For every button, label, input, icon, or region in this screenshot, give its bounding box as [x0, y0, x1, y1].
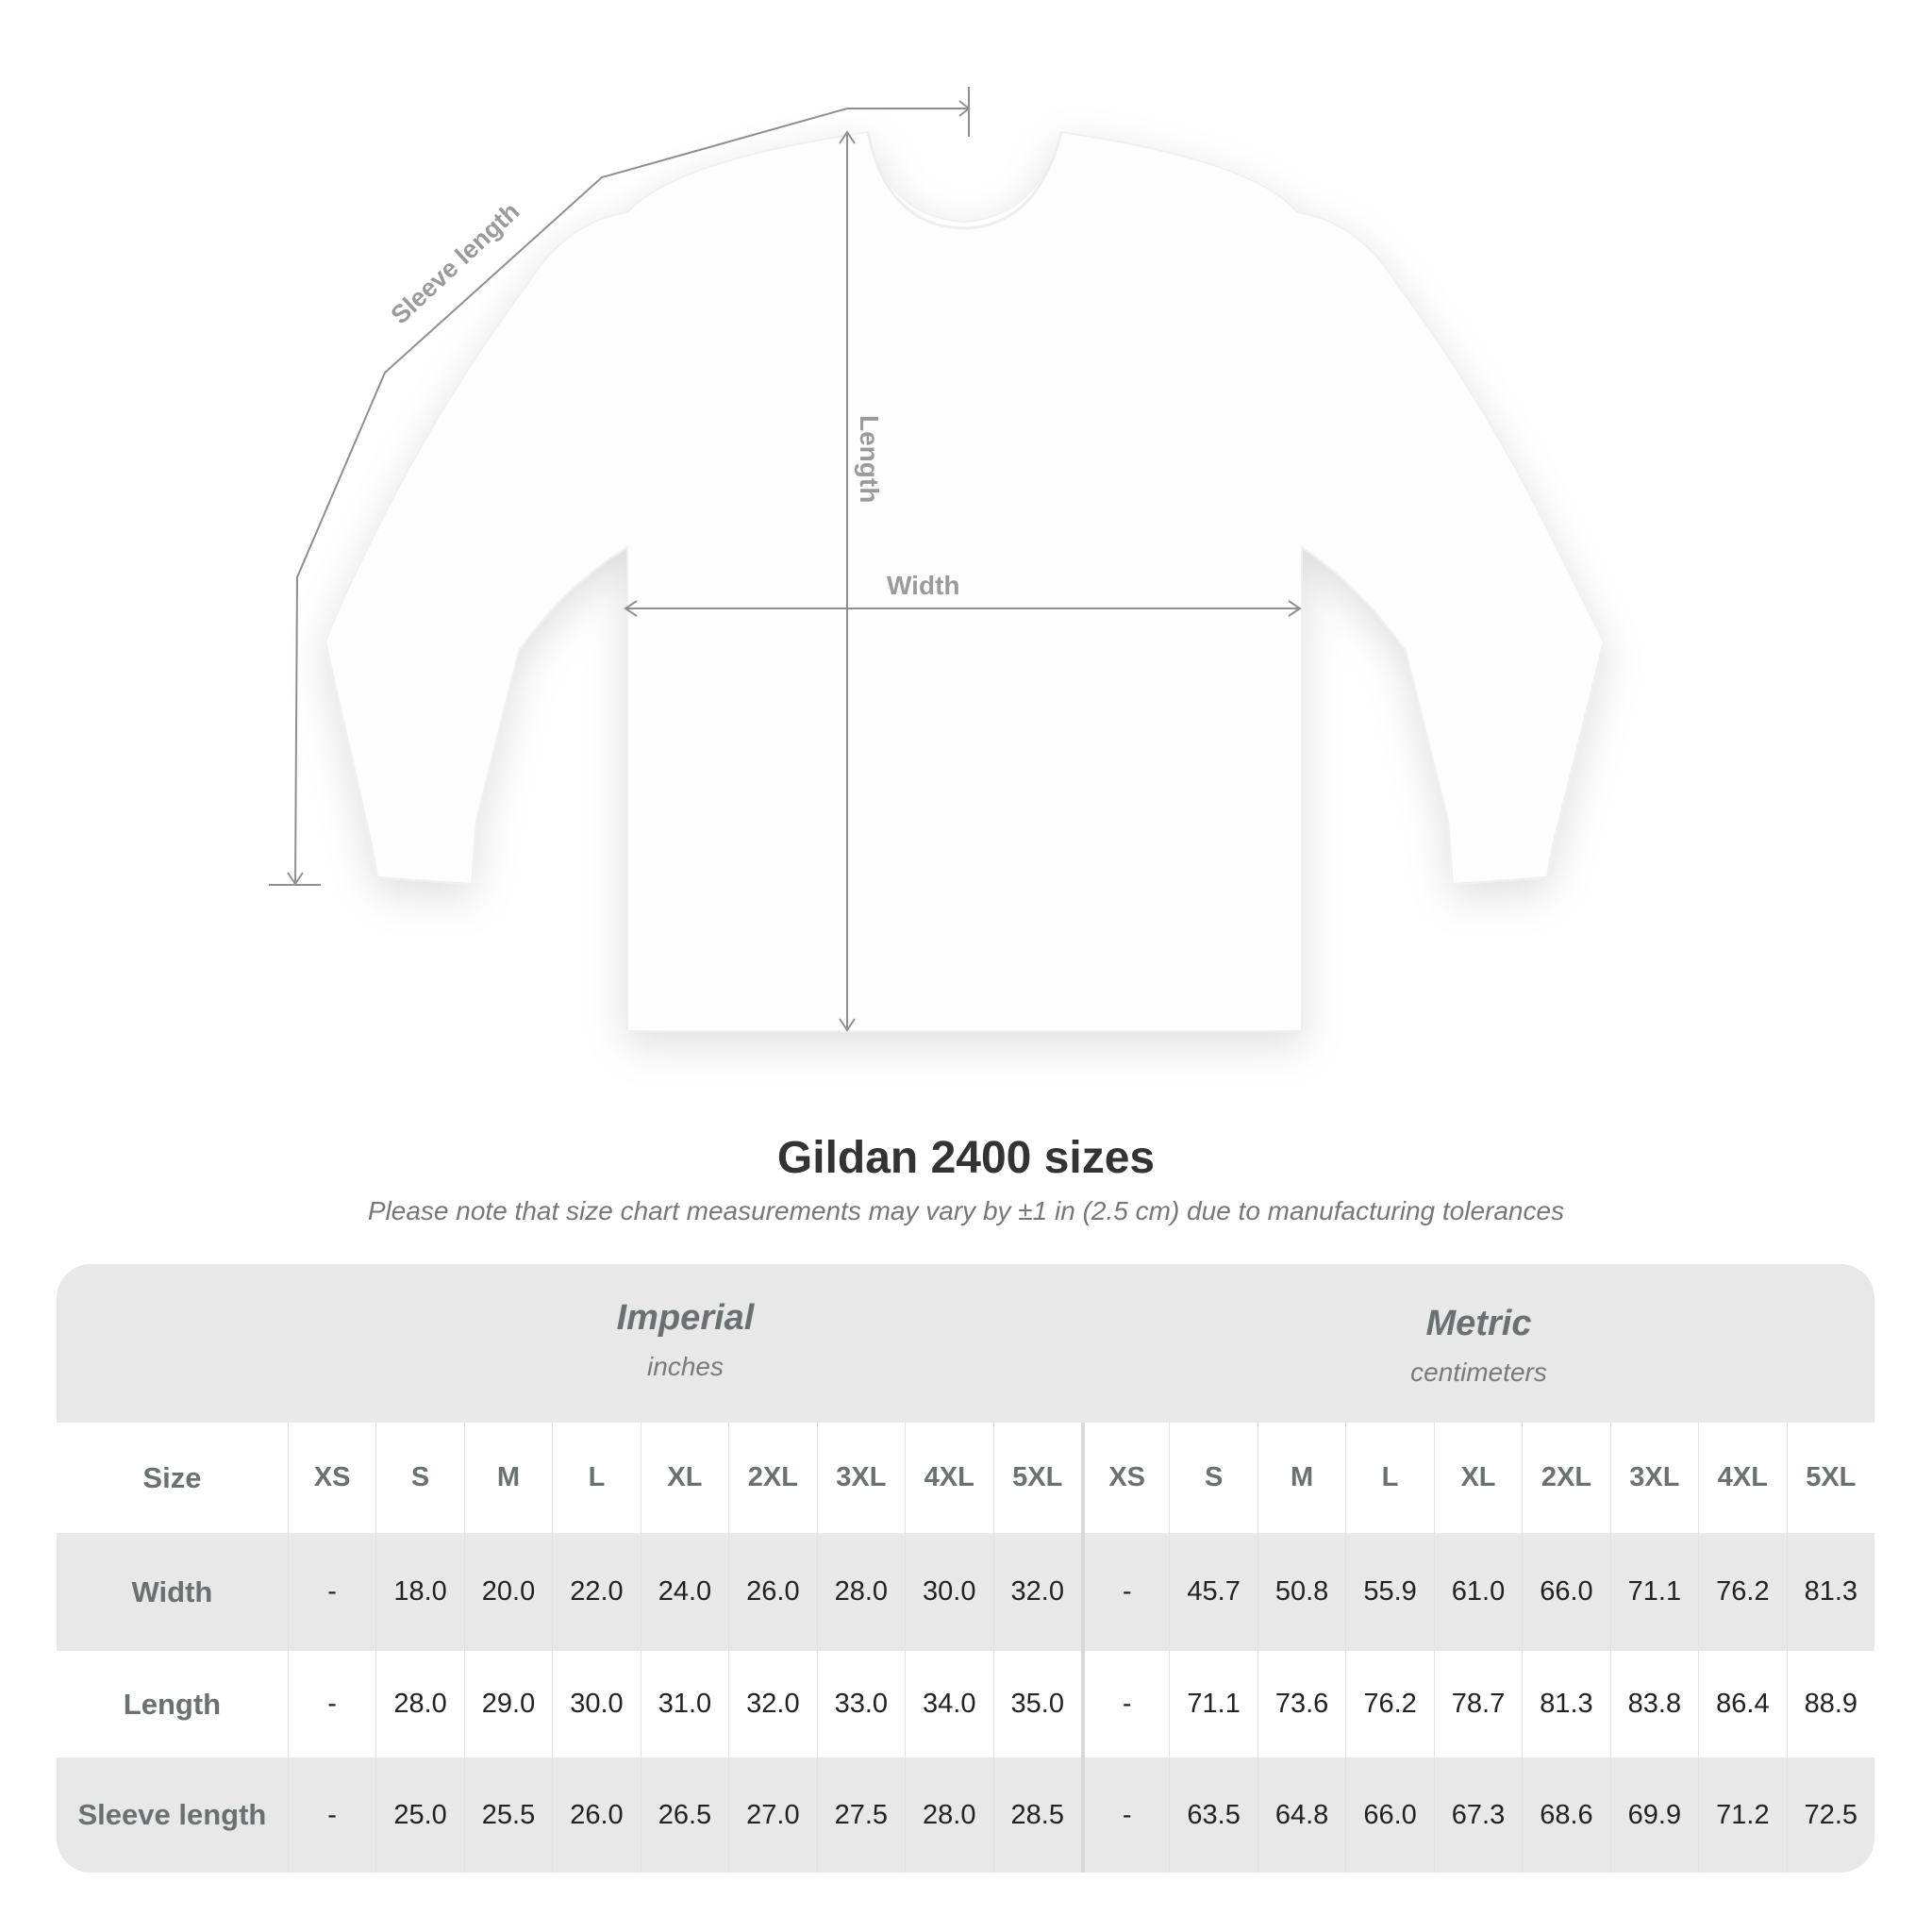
cell-imperial: 32.0: [992, 1533, 1081, 1651]
cell-imperial: 24.0: [640, 1533, 728, 1651]
cell-imperial: 27.0: [728, 1757, 816, 1873]
cell-metric: 55.9: [1345, 1533, 1433, 1651]
size-metric-xs: XS: [1080, 1423, 1169, 1533]
cell-imperial: -: [287, 1757, 375, 1873]
cell-imperial: 34.0: [905, 1651, 992, 1757]
size-imperial-s: S: [375, 1423, 463, 1533]
cell-metric: 69.9: [1609, 1757, 1698, 1873]
length-label: Length: [855, 415, 884, 503]
size-header: Size: [142, 1460, 202, 1494]
cell-metric: -: [1080, 1651, 1169, 1757]
measurement-lines: [269, 87, 1302, 1032]
cell-imperial: 35.0: [992, 1651, 1081, 1757]
table-row: Width -18.0 20.0 22.0 24.0 26.0 28.0 30.0 32.0-4…: [57, 1533, 1874, 1651]
size-table: Imperial inches Metric centimeters Size X…: [57, 1264, 1874, 1873]
size-metric-xl: XL: [1433, 1423, 1522, 1533]
cell-metric: 76.2: [1698, 1533, 1786, 1651]
imperial-label: Imperial: [616, 1298, 755, 1338]
cell-metric: 81.3: [1786, 1533, 1874, 1651]
cell-metric: 71.1: [1169, 1651, 1257, 1757]
page-title: Gildan 2400 sizes: [776, 1133, 1156, 1183]
cell-imperial: 28.0: [816, 1533, 905, 1651]
cell-imperial: 26.0: [728, 1533, 816, 1651]
sleeve-line: [294, 108, 969, 885]
cell-imperial: 31.0: [640, 1651, 728, 1757]
cell-imperial: 25.5: [463, 1757, 552, 1873]
size-metric-5xl: 5XL: [1786, 1423, 1874, 1533]
cell-imperial: 25.0: [375, 1757, 463, 1873]
cell-metric: 68.6: [1522, 1757, 1609, 1873]
cell-imperial: 29.0: [463, 1651, 552, 1757]
cell-imperial: 18.0: [375, 1533, 463, 1651]
metric-unit: centimeters: [1410, 1357, 1547, 1387]
size-imperial-xl: XL: [640, 1423, 728, 1533]
imperial-unit: inches: [647, 1352, 724, 1381]
cell-metric: 66.0: [1522, 1533, 1609, 1651]
cell-imperial: 30.0: [905, 1533, 992, 1651]
cell-imperial: 27.5: [816, 1757, 905, 1873]
cell-imperial: 28.0: [375, 1651, 463, 1757]
size-imperial-l: L: [552, 1423, 640, 1533]
cell-metric: 88.9: [1786, 1651, 1874, 1757]
width-label: Width: [887, 571, 960, 600]
metric-header: Metric centimeters: [1083, 1264, 1874, 1423]
cell-imperial: 26.5: [640, 1757, 728, 1873]
cell-metric: 86.4: [1698, 1651, 1786, 1757]
cell-metric: 63.5: [1169, 1757, 1257, 1873]
tolerance-note: Please note that size chart measurements…: [367, 1196, 1565, 1225]
collar: [866, 131, 1063, 230]
row-label: Length: [123, 1687, 222, 1721]
cell-metric: 73.6: [1257, 1651, 1345, 1757]
cell-metric: 83.8: [1609, 1651, 1698, 1757]
cell-imperial: 33.0: [816, 1651, 905, 1757]
cell-imperial: -: [287, 1651, 375, 1757]
size-imperial-4xl: 4XL: [905, 1423, 992, 1533]
row-label: Sleeve length: [77, 1798, 267, 1831]
cell-imperial: 30.0: [552, 1651, 640, 1757]
imperial-header: Imperial inches: [288, 1264, 1083, 1423]
cell-metric: 45.7: [1169, 1533, 1257, 1651]
cell-metric: 71.1: [1609, 1533, 1698, 1651]
cell-metric: 76.2: [1345, 1651, 1433, 1757]
cell-imperial: 22.0: [552, 1533, 640, 1651]
cell-metric: 67.3: [1433, 1757, 1522, 1873]
size-imperial-m: M: [463, 1423, 552, 1533]
cell-metric: 66.0: [1345, 1757, 1433, 1873]
size-metric-2xl: 2XL: [1522, 1423, 1609, 1533]
cell-metric: 71.2: [1698, 1757, 1786, 1873]
size-metric-m: M: [1257, 1423, 1345, 1533]
size-imperial-2xl: 2XL: [728, 1423, 816, 1533]
metric-label: Metric: [1425, 1304, 1532, 1343]
size-metric-4xl: 4XL: [1698, 1423, 1786, 1533]
cell-metric: 61.0: [1433, 1533, 1522, 1651]
cell-metric: -: [1080, 1757, 1169, 1873]
table-row: Length -28.0 29.0 30.0 31.0 32.0 33.0 34.0 35.0-…: [57, 1651, 1874, 1757]
size-metric-s: S: [1169, 1423, 1257, 1533]
size-imperial-5xl: 5XL: [992, 1423, 1081, 1533]
size-metric-3xl: 3XL: [1609, 1423, 1698, 1533]
cell-metric: 72.5: [1786, 1757, 1874, 1873]
cell-imperial: -: [287, 1533, 375, 1651]
row-label: Width: [131, 1574, 213, 1608]
cell-imperial: 32.0: [728, 1651, 816, 1757]
cell-imperial: 20.0: [463, 1533, 552, 1651]
table-row: Sleeve length -25.0 25.5 26.0 26.5 27.0 27.5 28…: [57, 1757, 1874, 1873]
size-imperial-3xl: 3XL: [816, 1423, 905, 1533]
cell-metric: 64.8: [1257, 1757, 1345, 1873]
size-imperial-xs: XS: [287, 1423, 375, 1533]
cell-metric: 78.7: [1433, 1651, 1522, 1757]
cell-metric: 81.3: [1522, 1651, 1609, 1757]
cell-metric: -: [1080, 1533, 1169, 1651]
cell-imperial: 28.0: [905, 1757, 992, 1873]
cell-imperial: 28.5: [992, 1757, 1081, 1873]
cell-metric: 50.8: [1257, 1533, 1345, 1651]
shirt-diagram: Sleeve length Length Width: [269, 87, 1606, 1032]
shirt-illustration: [324, 130, 1606, 1032]
size-metric-l: L: [1345, 1423, 1433, 1533]
size-row: Size XS S M L XL 2XL 3XL 4XL 5XL XS S M L XL 2XL 3XL 4XL 5…: [57, 1423, 1874, 1533]
cell-imperial: 26.0: [552, 1757, 640, 1873]
